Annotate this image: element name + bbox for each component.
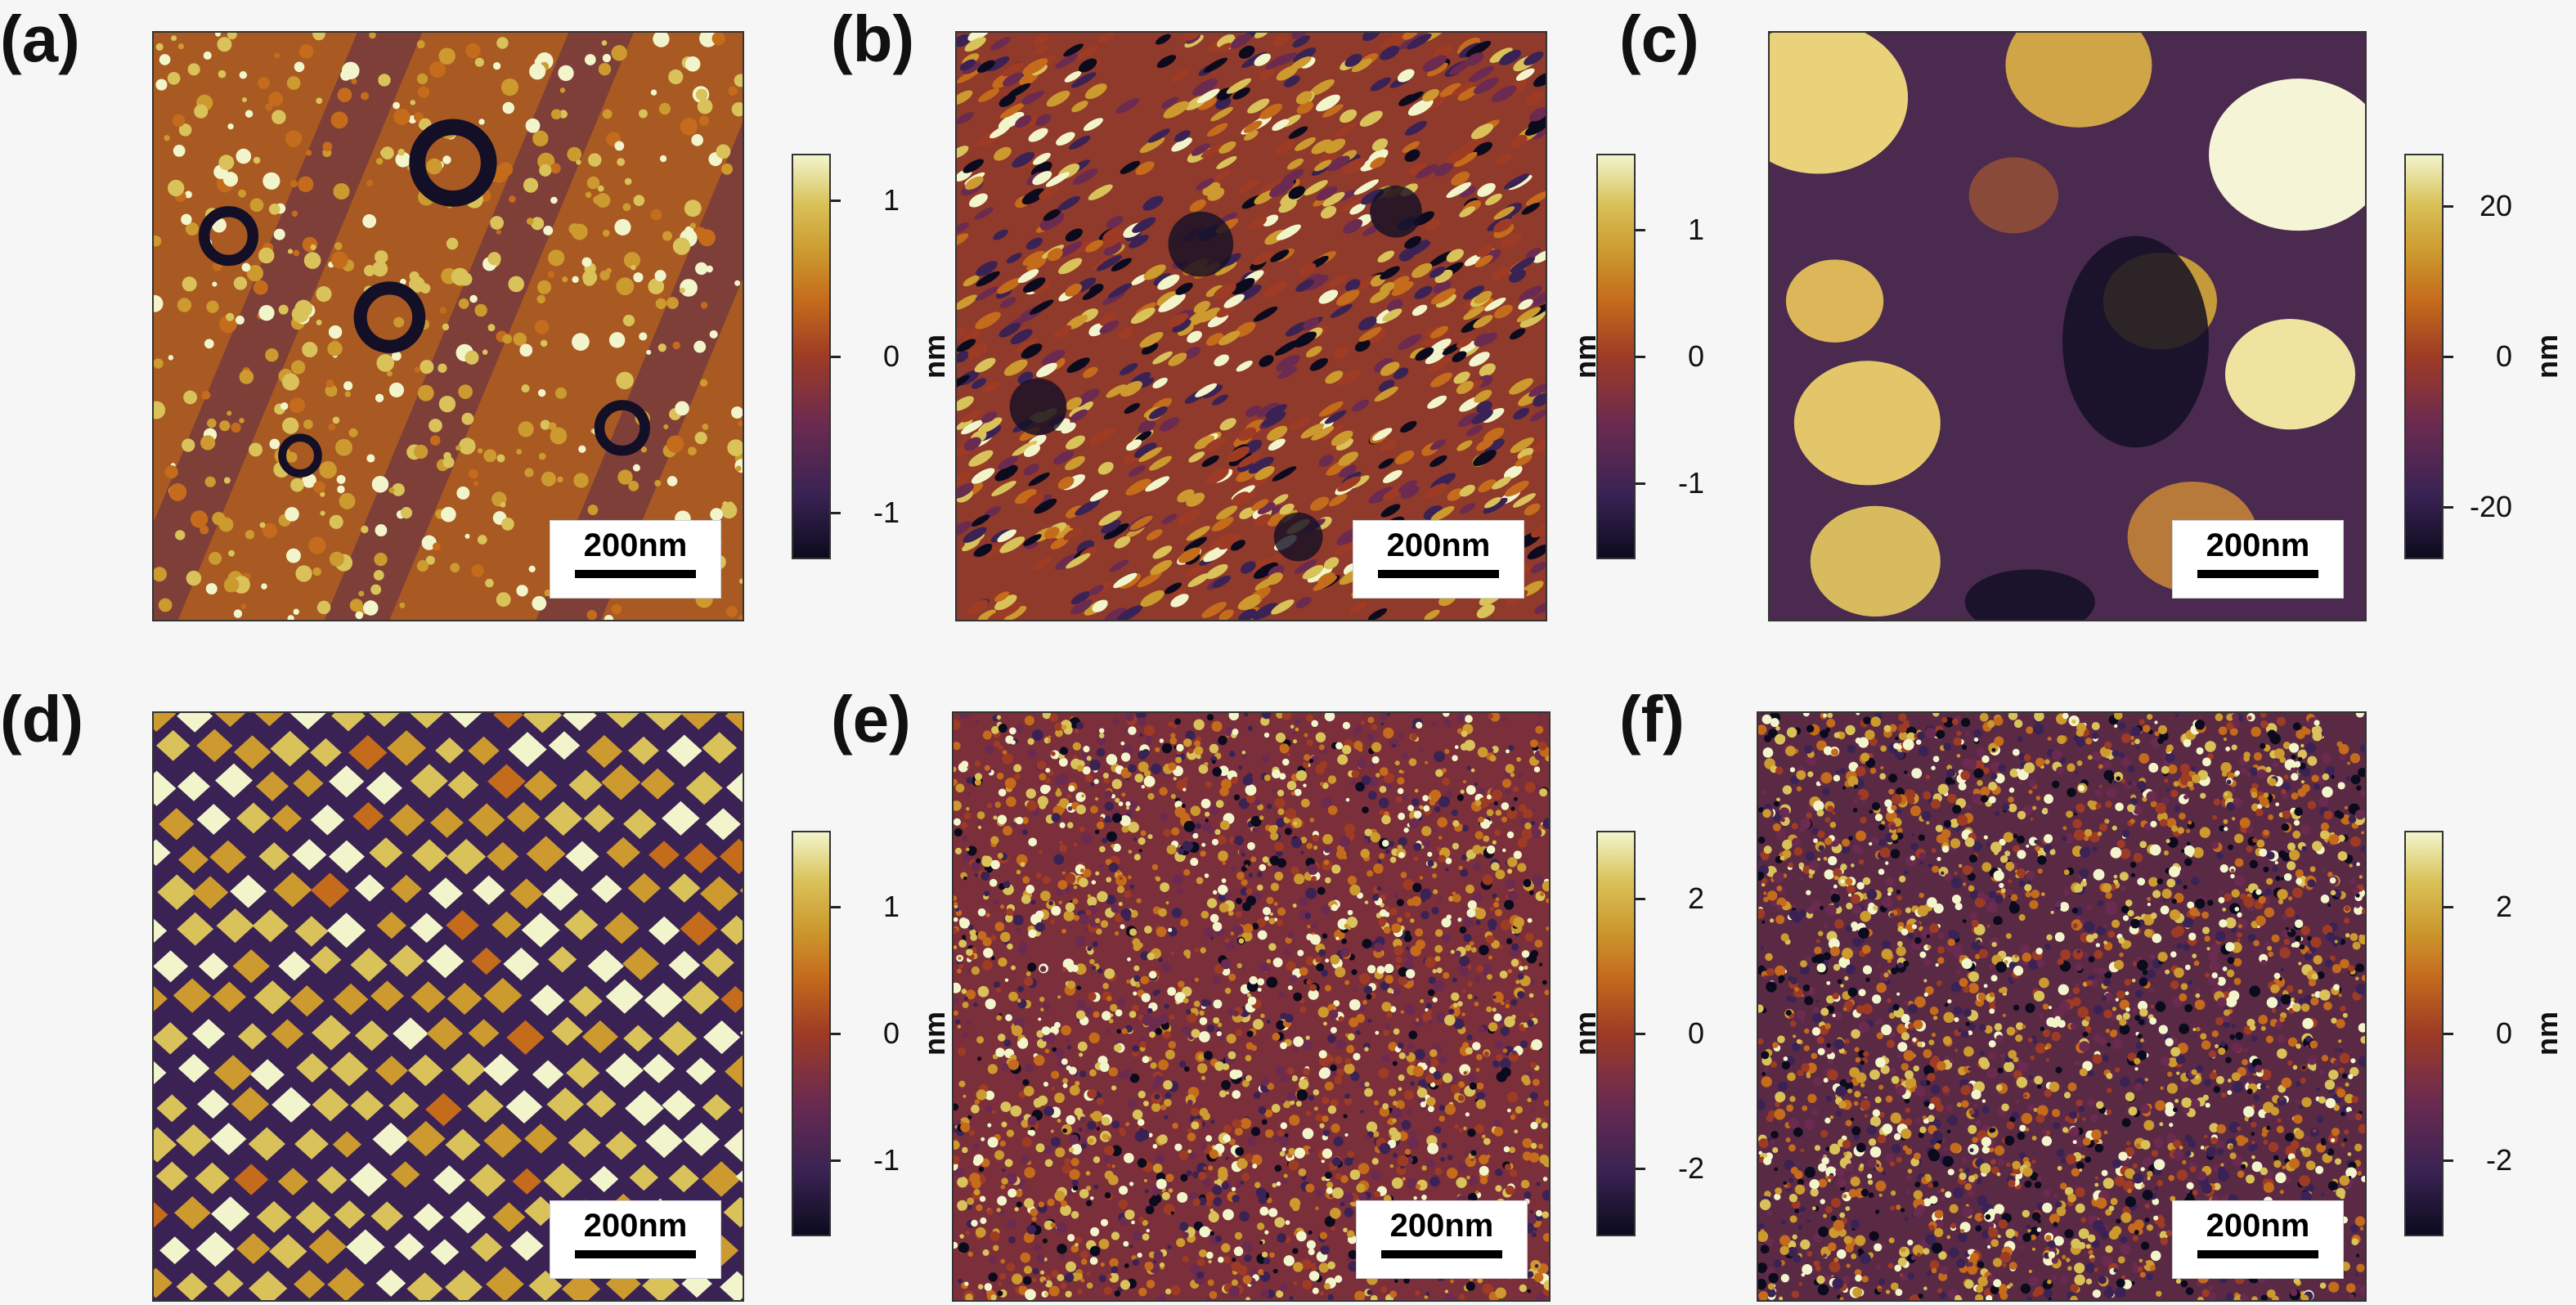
scale-bar-label: 200nm — [583, 527, 688, 563]
scale-bar-line — [2197, 1250, 2318, 1258]
colorbar-tick — [831, 511, 841, 514]
colorbar-tick-label: 2 — [1687, 881, 1704, 915]
scale-bar-label: 200nm — [583, 1208, 688, 1244]
colorbar-tick-label: -1 — [1677, 466, 1704, 500]
afm-height-map: 200nm — [152, 31, 744, 621]
colorbar-tick-label: 0 — [2495, 1016, 2512, 1050]
height-colorbar — [1596, 831, 1636, 1236]
colorbar-tick-label: 0 — [1687, 339, 1704, 373]
colorbar-tick-label: -2 — [2485, 1143, 2512, 1177]
colorbar-tick — [831, 1159, 841, 1162]
height-colorbar — [792, 154, 831, 559]
colorbar-tick — [831, 906, 841, 908]
afm-height-map: 200nm — [1757, 711, 2367, 1302]
colorbar-tick-label: 1 — [1687, 213, 1704, 246]
colorbar-tick — [831, 200, 841, 203]
scale-bar-label: 200nm — [2206, 527, 2310, 563]
scale-bar: 200nm — [550, 520, 721, 599]
scale-bar-line — [575, 570, 696, 578]
colorbar-tick-label: -2 — [1677, 1151, 1704, 1186]
colorbar-tick — [1636, 1033, 1645, 1035]
panel-label: (b) — [831, 2, 915, 75]
scale-bar-label: 200nm — [2206, 1208, 2310, 1244]
colorbar-tick-label: 1 — [882, 183, 900, 218]
colorbar-unit-label: nm — [1568, 1011, 1602, 1056]
scale-bar-line — [575, 1250, 696, 1258]
colorbar-tick-label: 1 — [882, 890, 900, 923]
colorbar-tick-label: -20 — [2469, 489, 2512, 523]
colorbar-unit-label: nm — [2530, 334, 2564, 379]
colorbar-tick-label: 2 — [2495, 890, 2512, 923]
colorbar-tick-label: -1 — [873, 495, 900, 529]
colorbar-unit-label: nm — [918, 1011, 951, 1056]
panel-label: (a) — [0, 2, 80, 75]
height-colorbar — [2404, 831, 2444, 1236]
afm-height-map: 200nm — [952, 711, 1551, 1302]
colorbar-tick — [831, 1033, 841, 1035]
scale-bar: 200nm — [1356, 1200, 1528, 1279]
colorbar-unit-label: nm — [2530, 1011, 2564, 1056]
panel-label: (f) — [1619, 683, 1685, 756]
colorbar-tick — [2444, 505, 2453, 509]
scale-bar-line — [1381, 1250, 1502, 1258]
colorbar-tick-label: 20 — [2479, 189, 2512, 223]
scale-bar-label: 200nm — [1386, 527, 1491, 563]
colorbar-tick — [1636, 897, 1645, 900]
colorbar-tick — [2444, 906, 2453, 908]
height-colorbar — [2404, 154, 2444, 559]
panel-label: (d) — [0, 683, 84, 756]
colorbar-tick — [1636, 229, 1645, 231]
afm-height-map: 200nm — [955, 31, 1547, 621]
colorbar-tick — [2444, 356, 2453, 358]
colorbar-tick — [2444, 205, 2453, 209]
height-colorbar — [792, 831, 831, 1236]
scale-bar: 200nm — [1353, 520, 1524, 599]
colorbar-tick-label: 0 — [2495, 339, 2512, 373]
height-colorbar — [1596, 154, 1636, 559]
panel-label: (e) — [831, 683, 911, 756]
scale-bar: 200nm — [2172, 1200, 2344, 1279]
colorbar-unit-label: nm — [918, 334, 951, 379]
panel-label: (c) — [1619, 2, 1699, 75]
scale-bar: 200nm — [550, 1200, 721, 1279]
afm-height-map: 200nm — [1768, 31, 2367, 621]
colorbar-tick-label: 0 — [882, 339, 900, 373]
colorbar-tick-label: -1 — [873, 1143, 900, 1177]
colorbar-tick — [2444, 1033, 2453, 1035]
scale-bar-line — [1378, 570, 1499, 578]
afm-height-map: 200nm — [152, 711, 744, 1302]
colorbar-tick-label: 0 — [882, 1016, 900, 1050]
colorbar-tick — [831, 356, 841, 358]
colorbar-tick — [1636, 1168, 1645, 1171]
colorbar-tick — [1636, 482, 1645, 485]
scale-bar-label: 200nm — [1389, 1208, 1494, 1244]
colorbar-tick — [1636, 356, 1645, 358]
colorbar-tick — [2444, 1159, 2453, 1162]
colorbar-tick-label: 0 — [1687, 1016, 1704, 1050]
scale-bar: 200nm — [2172, 520, 2344, 599]
colorbar-unit-label: nm — [1568, 334, 1602, 379]
scale-bar-line — [2197, 570, 2318, 578]
